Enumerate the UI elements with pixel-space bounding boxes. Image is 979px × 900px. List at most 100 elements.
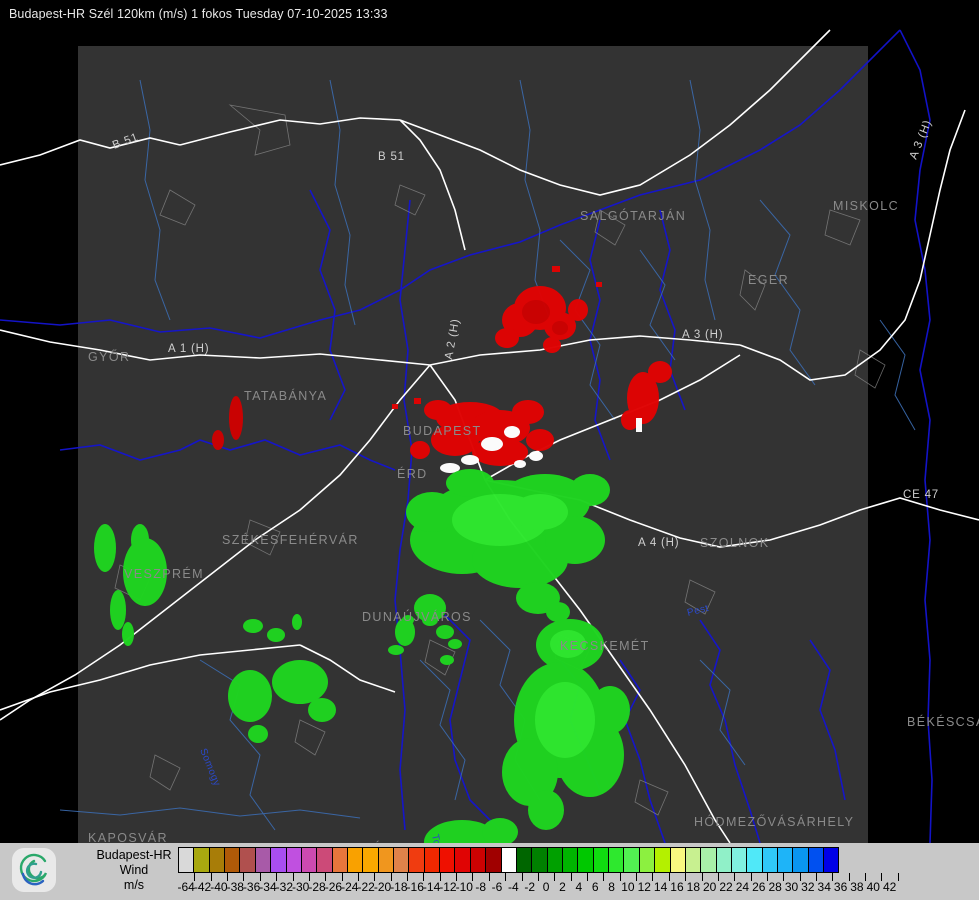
weather-app-logo[interactable] xyxy=(12,848,56,892)
legend-swatch-42[interactable] xyxy=(823,847,840,873)
road-label-a3h-ne: A 3 (H) xyxy=(908,118,935,161)
legend-tick-mark-5 xyxy=(276,873,278,881)
legend-swatch-24[interactable] xyxy=(546,847,563,873)
legend-tick-mark-24 xyxy=(587,873,588,881)
legend-tick-mark-15 xyxy=(439,873,441,881)
legend-swatch-29[interactable] xyxy=(623,847,640,873)
legend-swatch-22[interactable] xyxy=(515,847,533,873)
legend-swatch-30[interactable] xyxy=(638,847,656,873)
legend-swatch-37[interactable] xyxy=(746,847,763,873)
legend-swatch-40[interactable] xyxy=(792,847,809,873)
legend-tick-mark-27 xyxy=(636,873,638,881)
legend-tick-mark-18 xyxy=(488,873,490,881)
legend-tick-mark-30 xyxy=(685,873,687,881)
road-label-a1h: A 1 (H) xyxy=(168,343,209,355)
legend-swatch-6[interactable] xyxy=(270,847,287,873)
echo-cluster-red-tatabanya xyxy=(212,396,243,450)
legend-swatch-3[interactable] xyxy=(224,847,241,873)
legend-swatch-1[interactable] xyxy=(193,847,210,873)
legend-swatch-21[interactable] xyxy=(500,847,517,873)
page-title: Budapest-HR Szél 120km (m/s) 1 fokos Tue… xyxy=(9,7,388,21)
legend-swatch-20[interactable] xyxy=(485,847,502,873)
legend-swatch-19[interactable] xyxy=(469,847,487,873)
legend-tick-label-25: 6 xyxy=(591,880,599,894)
legend-swatch-13[interactable] xyxy=(377,847,395,873)
city-label-erd: ÉRD xyxy=(397,466,428,481)
city-label-dunaujvaros: DUNAÚJVÁROS xyxy=(362,609,472,624)
echo-cluster-red-east xyxy=(621,361,672,432)
legend-tick-label-11: -22 xyxy=(357,880,375,894)
legend-swatch-18[interactable] xyxy=(454,847,471,873)
legend-tick-label-12: -20 xyxy=(373,880,392,894)
legend-tick-label-30: 16 xyxy=(670,880,684,894)
legend-tick-label-38: 32 xyxy=(801,880,815,894)
legend-tick-mark-42 xyxy=(881,873,883,881)
legend-swatch-31[interactable] xyxy=(654,847,671,873)
road-label-b51-west: B 51 xyxy=(111,131,140,151)
legend-title: Budapest-HR Wind m/s xyxy=(92,848,176,893)
radar-map[interactable]: BUDAPEST TATABÁNYA SZÉKESFEHÉRVÁR VESZPR… xyxy=(0,20,979,843)
legend-swatch-7[interactable] xyxy=(285,847,302,873)
legend-swatch-17[interactable] xyxy=(439,847,456,873)
legend-tick-mark-36 xyxy=(783,873,785,881)
legend-swatch-5[interactable] xyxy=(254,847,272,873)
legend-swatch-26[interactable] xyxy=(577,847,594,873)
legend-tick-label-4: -36 xyxy=(242,880,261,894)
legend-swatch-27[interactable] xyxy=(592,847,610,873)
legend-swatch-8[interactable] xyxy=(300,847,318,873)
legend-tick-mark-1 xyxy=(210,873,212,881)
legend-tick-label-2: -40 xyxy=(210,880,228,894)
legend-swatch-16[interactable] xyxy=(423,847,441,873)
echo-field-green-kecskemet-core xyxy=(535,630,595,758)
legend-tick-mark-38 xyxy=(816,873,818,881)
legend-tick-mark-0 xyxy=(194,873,196,881)
legend-swatch-14[interactable] xyxy=(393,847,410,873)
legend-tick-label-9: -26 xyxy=(324,880,343,894)
legend-tick-label-35: 26 xyxy=(752,880,766,894)
legend-tick-mark-13 xyxy=(407,873,409,881)
legend-swatch-36[interactable] xyxy=(730,847,748,873)
legend-swatch-39[interactable] xyxy=(777,847,794,873)
legend-tick-mark-19 xyxy=(505,873,507,881)
legend-swatch-38[interactable] xyxy=(761,847,779,873)
legend-tick-label-22: 0 xyxy=(542,880,550,894)
city-label-hodmezovasarhely: HÓDMEZŐVÁSÁRHELY xyxy=(694,814,854,829)
legend-tick-mark-21 xyxy=(537,873,539,881)
legend-swatch-15[interactable] xyxy=(408,847,425,873)
legend-tick-mark-20 xyxy=(521,873,523,881)
legend-swatch-strip[interactable] xyxy=(178,847,840,873)
legend-swatch-0[interactable] xyxy=(178,847,195,873)
legend-swatch-33[interactable] xyxy=(684,847,702,873)
legend-tick-mark-11 xyxy=(374,873,376,881)
legend-tick-label-37: 30 xyxy=(784,880,799,894)
legend-tick-mark-25 xyxy=(603,873,605,881)
legend-swatch-11[interactable] xyxy=(346,847,364,873)
legend-swatch-25[interactable] xyxy=(561,847,579,873)
legend-swatch-34[interactable] xyxy=(700,847,717,873)
legend-swatch-12[interactable] xyxy=(362,847,379,873)
legend-swatch-32[interactable] xyxy=(669,847,686,873)
legend-tick-label-10: -24 xyxy=(341,880,359,894)
legend-swatch-10[interactable] xyxy=(331,847,348,873)
legend-swatch-28[interactable] xyxy=(608,847,625,873)
legend-swatch-2[interactable] xyxy=(208,847,226,873)
legend-tick-label-17: -10 xyxy=(455,880,473,894)
legend-tick-label-19: -6 xyxy=(491,880,503,894)
legend-tick-mark-29 xyxy=(668,873,670,881)
legend-swatch-4[interactable] xyxy=(239,847,256,873)
city-label-szolnok: SZOLNOK xyxy=(700,536,770,550)
legend-title-line3: m/s xyxy=(123,878,145,892)
legend-swatch-35[interactable] xyxy=(715,847,732,873)
legend-swatch-41[interactable] xyxy=(807,847,825,873)
city-label-budapest: BUDAPEST xyxy=(403,424,482,438)
legend-tick-label-1: -42 xyxy=(193,880,212,894)
legend-tick-label-20: -4 xyxy=(508,880,519,894)
legend-tick-label-8: -28 xyxy=(308,880,326,894)
legend-tick-label-23: 2 xyxy=(559,880,566,894)
legend-tick-mark-6 xyxy=(292,873,294,881)
legend-tick-mark-39 xyxy=(832,873,834,881)
legend-swatch-23[interactable] xyxy=(531,847,548,873)
legend-tick-mark-26 xyxy=(619,873,621,881)
legend-swatch-9[interactable] xyxy=(316,847,333,873)
